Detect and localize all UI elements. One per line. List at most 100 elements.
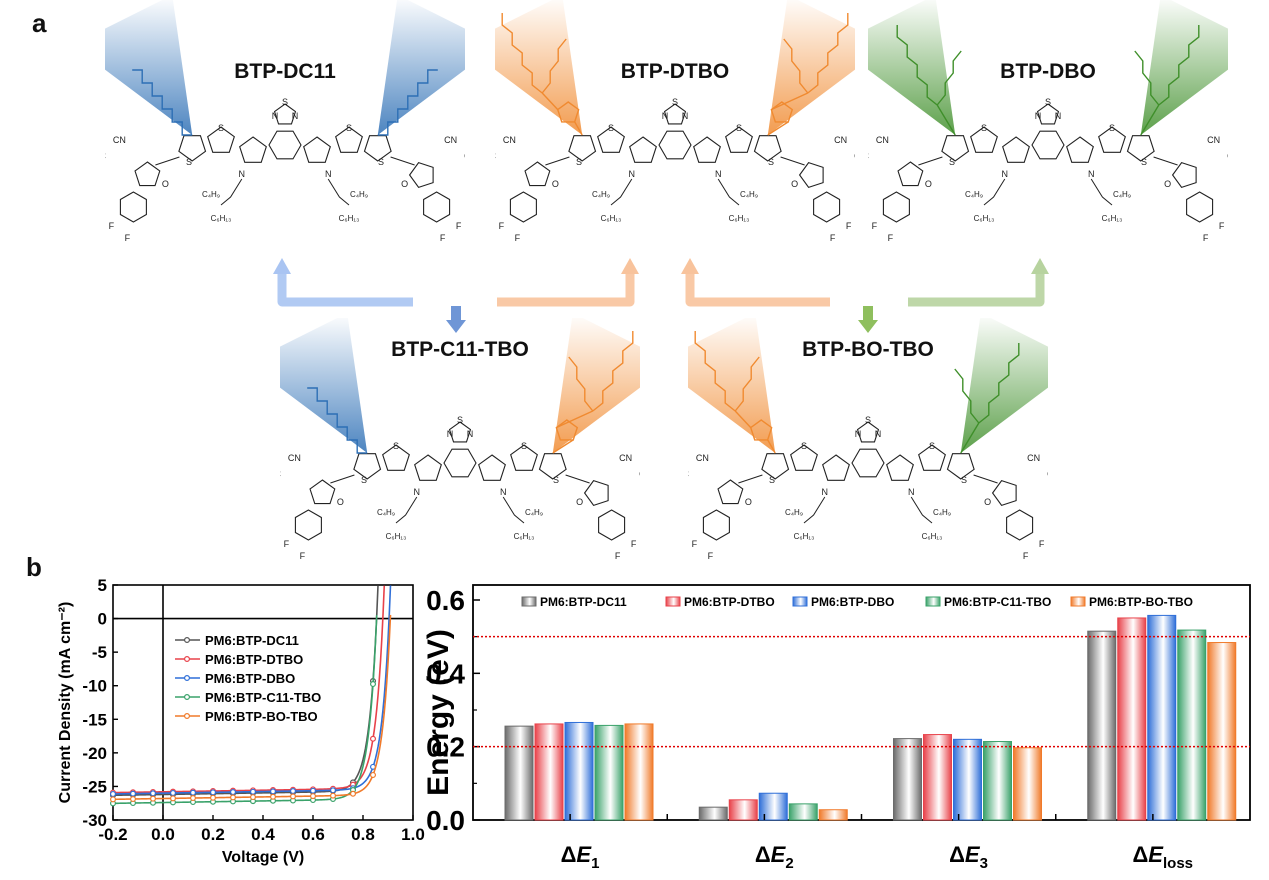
bar-y-tick-label: 0.2 bbox=[426, 732, 465, 763]
atom-label: C₆H₁₃ bbox=[1102, 214, 1123, 223]
benzene-ring bbox=[423, 191, 451, 223]
vinyl-bond bbox=[330, 474, 355, 484]
indanone-ring bbox=[897, 161, 924, 187]
alkyl-chain bbox=[377, 69, 438, 136]
chain-highlight-cone bbox=[688, 318, 776, 453]
bar-legend-label: PM6:BTP-C11-TBO bbox=[944, 595, 1051, 609]
jv-legend-label: PM6:BTP-C11-TBO bbox=[205, 690, 321, 705]
atom-label: O bbox=[791, 179, 798, 189]
n-alkyl-bond bbox=[910, 496, 933, 524]
molecule-skeleton: SNNNSSC₄H₉C₆H₁₃OCNNCFFNSSC₄H₉C₆H₁₃OCNCNF… bbox=[688, 318, 1048, 561]
jv-data-point bbox=[109, 796, 116, 803]
thiophene-ring bbox=[970, 126, 998, 153]
molecule-name: BTP-C11-TBO bbox=[391, 338, 529, 361]
atom-label: O bbox=[745, 497, 752, 507]
bar-category-label: ΔEloss bbox=[1132, 842, 1193, 872]
bar-pm6-btp-bo-tbo bbox=[818, 809, 848, 821]
molecule-btp-dc11: SNNNSSC₄H₉C₆H₁₃OCNNCFFNSSC₄H₉C₆H₁₃OCNCNF… bbox=[105, 0, 465, 250]
jv-x-tick-label: 0.8 bbox=[351, 825, 375, 844]
benzene-ring bbox=[851, 448, 885, 478]
jv-data-point bbox=[230, 789, 237, 796]
thiophene-ring bbox=[538, 453, 567, 480]
benzene-ring bbox=[658, 130, 692, 160]
molecule-structure: SNNNSSC₄H₉C₆H₁₃OCNNCFFNSSC₄H₉C₆H₁₃OCNCNF… bbox=[105, 0, 465, 243]
atom-label: C₆H₁₃ bbox=[974, 214, 995, 223]
n-alkyl-bond bbox=[610, 178, 633, 206]
atom-label: F bbox=[888, 233, 894, 243]
chain-highlight-cone bbox=[105, 0, 193, 135]
n-alkyl-bond bbox=[983, 178, 1006, 206]
molecule-name: BTP-DBO bbox=[1000, 60, 1096, 83]
atom-label: C₆H₁₃ bbox=[729, 214, 750, 223]
atom-label: C₆H₁₃ bbox=[514, 532, 535, 541]
bar-pm6-btp-c11-tbo bbox=[788, 803, 818, 821]
atom-label: CN bbox=[1047, 469, 1048, 479]
thiophene-ring bbox=[725, 126, 753, 153]
molecule-btp-bo-tbo: SNNNSSC₄H₉C₆H₁₃OCNNCFFNSSC₄H₉C₆H₁₃OCNCNF… bbox=[688, 318, 1048, 568]
atom-label: S bbox=[801, 441, 807, 451]
atom-label: F bbox=[1219, 221, 1225, 231]
atom-label: N bbox=[325, 169, 332, 179]
bar-category-label: ΔE2 bbox=[755, 842, 794, 872]
atom-label: S bbox=[576, 157, 582, 167]
pyrrole-ring bbox=[629, 136, 657, 163]
jv-data-point bbox=[310, 787, 317, 794]
bar-legend-label: PM6:BTP-DBO bbox=[811, 595, 894, 609]
jv-y-tick-label: 5 bbox=[98, 576, 107, 595]
molecule-name: BTP-DC11 bbox=[234, 60, 336, 83]
n-alkyl-bond bbox=[717, 178, 740, 206]
jv-x-axis-label: Voltage (V) bbox=[222, 849, 304, 866]
thiophene-ring bbox=[941, 135, 970, 162]
bar-pm6-btp-bo-tbo bbox=[624, 723, 654, 821]
jv-x-tick-label: 0.0 bbox=[151, 825, 175, 844]
atom-label: CN bbox=[288, 453, 301, 463]
bar-pm6-btp-c11-tbo bbox=[594, 724, 624, 821]
atom-label: N bbox=[239, 169, 246, 179]
atom-label: N bbox=[447, 429, 454, 439]
jv-data-point bbox=[270, 793, 277, 800]
atom-label: F bbox=[284, 539, 290, 549]
thiophene-ring bbox=[761, 453, 790, 480]
bar-pm6-btp-dc11 bbox=[504, 725, 534, 821]
atom-label: NC bbox=[868, 151, 869, 161]
thiophene-ring bbox=[568, 135, 597, 162]
atom-label: C₄H₉ bbox=[525, 508, 543, 517]
atom-label: N bbox=[1088, 169, 1095, 179]
bond bbox=[552, 439, 574, 454]
atom-label: S bbox=[1109, 123, 1115, 133]
jv-data-point bbox=[270, 788, 277, 795]
molecule-name: BTP-DTBO bbox=[620, 60, 730, 83]
jv-y-axis-label: Current Density (mA cm⁻²) bbox=[57, 602, 74, 804]
bar-pm6-btp-bo-tbo bbox=[1207, 642, 1237, 821]
jv-data-point bbox=[250, 788, 257, 795]
vinyl-bond bbox=[738, 474, 763, 484]
vinyl-bond bbox=[155, 156, 180, 166]
atom-label: S bbox=[672, 97, 678, 107]
jv-data-point bbox=[130, 790, 137, 797]
atom-label: S bbox=[949, 157, 955, 167]
jv-data-point bbox=[109, 790, 116, 797]
atom-label: CN bbox=[444, 135, 457, 145]
jv-x-tick-label: -0.2 bbox=[98, 825, 127, 844]
alkyl-chain bbox=[734, 356, 760, 412]
bar-pm6-btp-c11-tbo bbox=[1177, 629, 1207, 821]
benzene-ring bbox=[443, 448, 477, 478]
atom-label: F bbox=[1039, 539, 1045, 549]
atom-label: F bbox=[1023, 551, 1029, 561]
atom-label: N bbox=[682, 111, 689, 121]
bond bbox=[936, 104, 956, 136]
thiophene-ring bbox=[382, 444, 410, 471]
jv-y-tick-label: -30 bbox=[82, 811, 107, 830]
atom-label: C₄H₉ bbox=[965, 190, 983, 199]
atom-label: F bbox=[692, 539, 698, 549]
jv-data-point bbox=[210, 794, 217, 801]
atom-label: S bbox=[608, 123, 614, 133]
bond bbox=[960, 422, 980, 454]
panel-b-label: b bbox=[26, 552, 42, 582]
jv-legend-marker bbox=[184, 636, 191, 643]
alkyl-chain bbox=[936, 50, 962, 106]
chain-highlight-cone bbox=[377, 0, 465, 135]
bar-legend-swatch bbox=[792, 596, 808, 607]
atom-label: S bbox=[736, 123, 742, 133]
